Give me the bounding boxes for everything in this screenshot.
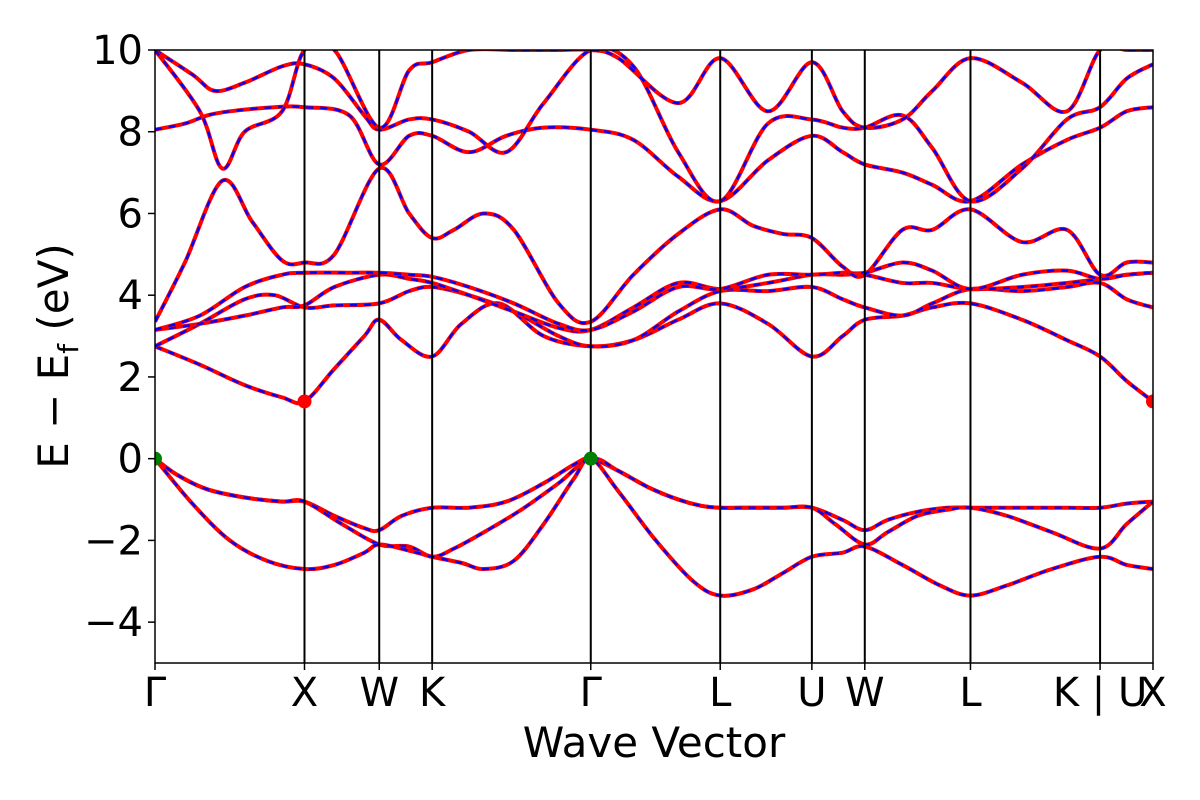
x-tick-label: W [359, 670, 399, 716]
band-dash-conduction-6 [155, 105, 1153, 203]
y-axis-ticks: −4 −2 0 2 4 6 8 10 [84, 28, 155, 646]
x-tick-label: Γ [580, 670, 603, 716]
y-tick-label: 2 [118, 355, 143, 401]
cbm-marker [297, 394, 312, 409]
x-tick-label: K [419, 670, 447, 716]
x-tick-label: W [845, 670, 885, 716]
y-tick-label: 6 [118, 191, 143, 237]
markers-layer [155, 394, 1153, 466]
y-axis-label-subscript: f [52, 343, 85, 354]
band-dash-valence-1 [155, 457, 1153, 598]
band-dash-conduction-3 [155, 271, 1153, 333]
x-tick-label: K | U [1053, 670, 1147, 716]
x-tick-label: L [959, 670, 982, 716]
x-tick-label: Γ [144, 670, 167, 716]
y-tick-label: 8 [118, 110, 143, 156]
y-axis-label-unit: (eV) [29, 243, 78, 344]
cbm-marker [1146, 394, 1153, 409]
band-dash-conduction-4 [155, 261, 1153, 332]
band-dash-valence-2 [155, 457, 1153, 558]
y-tick-label: 0 [118, 437, 143, 483]
x-tick-label: X [291, 670, 318, 716]
band-dash-conduction-8 [155, 50, 1153, 170]
y-tick-label: 10 [92, 28, 143, 74]
x-tick-label: L [709, 670, 732, 716]
vbm-marker [155, 451, 162, 466]
y-tick-label: −2 [84, 518, 143, 564]
y-tick-label: −4 [84, 600, 143, 646]
band-dash-conduction-5 [155, 166, 1153, 325]
x-tick-label: X [1139, 670, 1166, 716]
plot-frame [154, 49, 1154, 664]
y-axis-label-main: E − E [29, 354, 78, 469]
y-tick-label: 4 [118, 273, 143, 319]
x-axis-label: Wave Vector [523, 718, 786, 767]
vbm-marker [583, 451, 598, 466]
high-symmetry-lines [303, 50, 1102, 663]
y-axis-label: E − Ef (eV) [29, 243, 85, 469]
x-tick-label: U [797, 670, 826, 716]
band-dash-conduction-2 [155, 281, 1153, 348]
